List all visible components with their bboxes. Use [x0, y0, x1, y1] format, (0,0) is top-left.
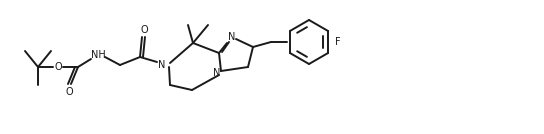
Text: O: O — [140, 25, 148, 35]
Text: N: N — [213, 68, 221, 78]
Text: N: N — [228, 32, 236, 42]
Text: F: F — [335, 37, 341, 47]
Text: O: O — [65, 87, 73, 97]
Text: O: O — [54, 62, 62, 72]
Text: N: N — [158, 60, 166, 70]
Text: NH: NH — [91, 50, 106, 60]
